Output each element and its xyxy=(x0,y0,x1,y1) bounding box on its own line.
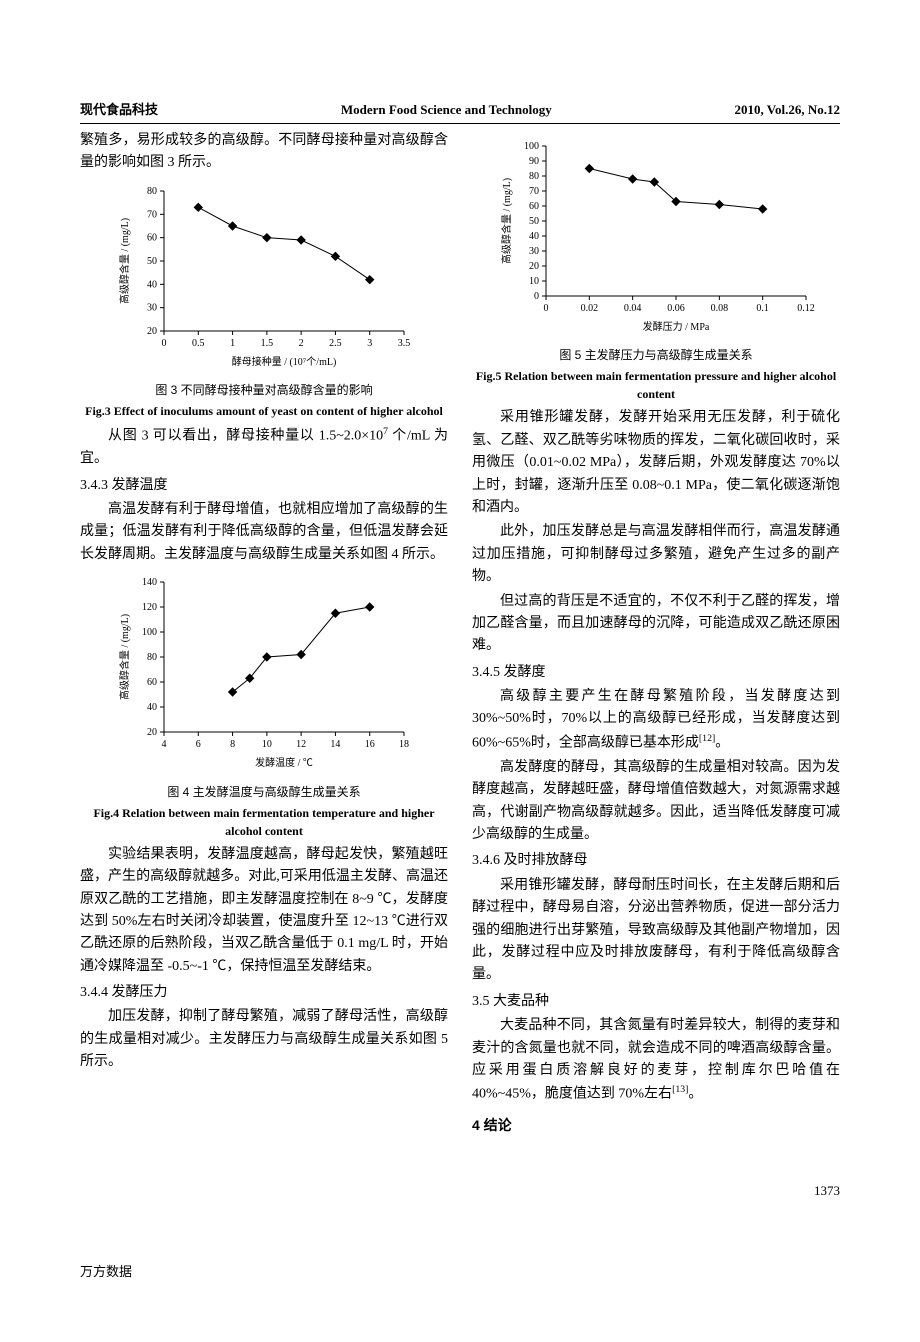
svg-text:高级醇含量 / (mg/L): 高级醇含量 / (mg/L) xyxy=(500,178,513,264)
svg-text:80: 80 xyxy=(529,171,539,182)
figure-4-caption-cn: 图 4 主发酵温度与高级醇生成量关系 xyxy=(80,783,448,802)
svg-text:0.1: 0.1 xyxy=(756,303,769,314)
svg-text:16: 16 xyxy=(365,739,375,750)
sec-343-body2: 实验结果表明，发酵温度越高，酵母起发快，繁殖越旺盛，产生的高级醇就越多。对此,可… xyxy=(80,844,448,978)
svg-text:70: 70 xyxy=(147,209,157,220)
svg-text:40: 40 xyxy=(529,231,539,242)
svg-text:70: 70 xyxy=(529,186,539,197)
header-journal-cn: 现代食品科技 xyxy=(80,100,158,121)
svg-text:1.5: 1.5 xyxy=(261,338,274,349)
p-after-fig3: 从图 3 可以看出，酵母接种量以 1.5~2.0×107 个/mL 为宜。 xyxy=(80,424,448,470)
sec-344-head: 3.4.4 发酵压力 xyxy=(80,982,448,1004)
svg-text:20: 20 xyxy=(147,727,157,738)
running-header: 现代食品科技 Modern Food Science and Technolog… xyxy=(80,100,840,124)
figure-3: 0 0.5 1 1.5 2 2.5 3 3.5 20 30 40 50 60 70 80 酵母接种量 / (1… xyxy=(80,181,448,421)
figure-5-caption-cn: 图 5 主发酵压力与高级醇生成量关系 xyxy=(472,346,840,365)
svg-text:80: 80 xyxy=(147,186,157,197)
sec-343-body: 高温发酵有利于酵母增值，也就相应增加了高级醇的生成量；低温发酵有利于降低高级醇的… xyxy=(80,499,448,566)
svg-text:60: 60 xyxy=(147,677,157,688)
svg-text:50: 50 xyxy=(529,216,539,227)
sec-345-p2: 高发酵度的酵母，其高级醇的生成量相对较高。因为发酵度越高，发酵越旺盛，酵母增值倍… xyxy=(472,757,840,847)
figure-5-chart: 0 0.02 0.04 0.06 0.08 0.1 0.12 0 10 20 30 40 50 60 70 8… xyxy=(496,136,816,336)
intro-continuation: 繁殖多，易形成较多的高级醇。不同酵母接种量对高级醇含量的影响如图 3 所示。 xyxy=(80,130,448,175)
svg-text:高级醇含量 / (mg/L): 高级醇含量 / (mg/L) xyxy=(118,614,131,700)
figure-3-caption-en: Fig.3 Effect of inoculums amount of yeas… xyxy=(80,402,448,420)
svg-text:120: 120 xyxy=(142,602,157,613)
figure-3-caption-cn: 图 3 不同酵母接种量对高级醇含量的影响 xyxy=(80,381,448,400)
svg-text:1: 1 xyxy=(230,338,235,349)
svg-text:3.5: 3.5 xyxy=(398,338,411,349)
svg-text:50: 50 xyxy=(147,256,157,267)
svg-text:18: 18 xyxy=(399,739,409,750)
svg-text:0: 0 xyxy=(534,291,539,302)
svg-text:2.5: 2.5 xyxy=(329,338,342,349)
sec-345-head: 3.4.5 发酵度 xyxy=(472,662,840,684)
svg-text:发酵压力 / MPa: 发酵压力 / MPa xyxy=(643,320,710,333)
svg-text:60: 60 xyxy=(147,232,157,243)
two-column-body: 繁殖多，易形成较多的高级醇。不同酵母接种量对高级醇含量的影响如图 3 所示。 0… xyxy=(80,130,840,1141)
svg-text:发酵温度 / ℃: 发酵温度 / ℃ xyxy=(255,756,313,769)
svg-text:90: 90 xyxy=(529,156,539,167)
svg-text:100: 100 xyxy=(142,627,157,638)
svg-text:0: 0 xyxy=(162,338,167,349)
sec-345-p1: 高级醇主要产生在酵母繁殖阶段，当发酵度达到30%~50%时，70%以上的高级醇已… xyxy=(472,686,840,755)
svg-text:8: 8 xyxy=(230,739,235,750)
page-number: 1373 xyxy=(80,1181,840,1202)
svg-text:140: 140 xyxy=(142,577,157,588)
right-column: 0 0.02 0.04 0.06 0.08 0.1 0.12 0 10 20 30 40 50 60 70 8… xyxy=(472,130,840,1141)
svg-text:40: 40 xyxy=(147,702,157,713)
header-journal-en: Modern Food Science and Technology xyxy=(341,100,552,121)
svg-text:6: 6 xyxy=(196,739,201,750)
svg-text:2: 2 xyxy=(299,338,304,349)
sec-35-head: 3.5 大麦品种 xyxy=(472,991,840,1013)
sec-346-head: 3.4.6 及时排放酵母 xyxy=(472,850,840,872)
svg-text:10: 10 xyxy=(529,276,539,287)
svg-text:20: 20 xyxy=(147,326,157,337)
svg-text:80: 80 xyxy=(147,652,157,663)
sec-4-head: 4 结论 xyxy=(472,1114,840,1136)
svg-text:0.5: 0.5 xyxy=(192,338,205,349)
svg-text:30: 30 xyxy=(529,246,539,257)
sec-343-head: 3.4.3 发酵温度 xyxy=(80,475,448,497)
svg-text:60: 60 xyxy=(529,201,539,212)
left-column: 繁殖多，易形成较多的高级醇。不同酵母接种量对高级醇含量的影响如图 3 所示。 0… xyxy=(80,130,448,1141)
figure-4-caption-en: Fig.4 Relation between main fermentation… xyxy=(80,804,448,840)
svg-text:0.12: 0.12 xyxy=(797,303,815,314)
svg-text:酵母接种量 / (10⁷个/mL): 酵母接种量 / (10⁷个/mL) xyxy=(232,355,337,368)
svg-text:0.06: 0.06 xyxy=(667,303,685,314)
r-p3: 但过高的背压是不适宜的，不仅不利于乙醛的挥发，增加乙醛含量，而且加速酵母的沉降，… xyxy=(472,591,840,658)
figure-4-chart: 4 6 8 10 12 14 16 18 20 40 60 80 100 120 140 发酵温度 / ℃ 高级… xyxy=(114,572,414,772)
figure-4: 4 6 8 10 12 14 16 18 20 40 60 80 100 120 140 发酵温度 / ℃ 高级… xyxy=(80,572,448,840)
figure-5: 0 0.02 0.04 0.06 0.08 0.1 0.12 0 10 20 30 40 50 60 70 8… xyxy=(472,136,840,404)
svg-text:14: 14 xyxy=(330,739,340,750)
svg-text:12: 12 xyxy=(296,739,306,750)
figure-5-caption-en: Fig.5 Relation between main fermentation… xyxy=(472,367,840,403)
header-vol-issue: 2010, Vol.26, No.12 xyxy=(735,100,840,121)
r-p2: 此外，加压发酵总是与高温发酵相伴而行，高温发酵通过加压措施，可抑制酵母过多繁殖，… xyxy=(472,521,840,588)
svg-text:4: 4 xyxy=(162,739,167,750)
svg-text:20: 20 xyxy=(529,261,539,272)
svg-text:100: 100 xyxy=(524,141,539,152)
svg-text:0.08: 0.08 xyxy=(711,303,729,314)
r-p1: 采用锥形罐发酵，发酵开始采用无压发酵，利于硫化氢、乙醛、双乙酰等劣味物质的挥发，… xyxy=(472,407,840,519)
figure-3-chart: 0 0.5 1 1.5 2 2.5 3 3.5 20 30 40 50 60 70 80 酵母接种量 / (1… xyxy=(114,181,414,371)
svg-text:10: 10 xyxy=(262,739,272,750)
svg-text:40: 40 xyxy=(147,279,157,290)
svg-text:3: 3 xyxy=(367,338,372,349)
svg-text:0.02: 0.02 xyxy=(581,303,599,314)
sec-346-p: 采用锥形罐发酵，酵母耐压时间长，在主发酵后期和后酵过程中，酵母易自溶，分泌出营养… xyxy=(472,875,840,987)
svg-text:高级醇含量 / (mg/L): 高级醇含量 / (mg/L) xyxy=(118,218,131,304)
sec-35-p: 大麦品种不同，其含氮量有时差异较大，制得的麦芽和麦汁的含氮量也就不同，就会造成不… xyxy=(472,1015,840,1106)
sec-344-body: 加压发酵，抑制了酵母繁殖，减弱了酵母活性，高级醇的生成量相对减少。主发酵压力与高… xyxy=(80,1006,448,1073)
svg-text:30: 30 xyxy=(147,302,157,313)
database-source: 万方数据 xyxy=(80,1262,840,1283)
svg-text:0.04: 0.04 xyxy=(624,303,642,314)
svg-text:0: 0 xyxy=(544,303,549,314)
